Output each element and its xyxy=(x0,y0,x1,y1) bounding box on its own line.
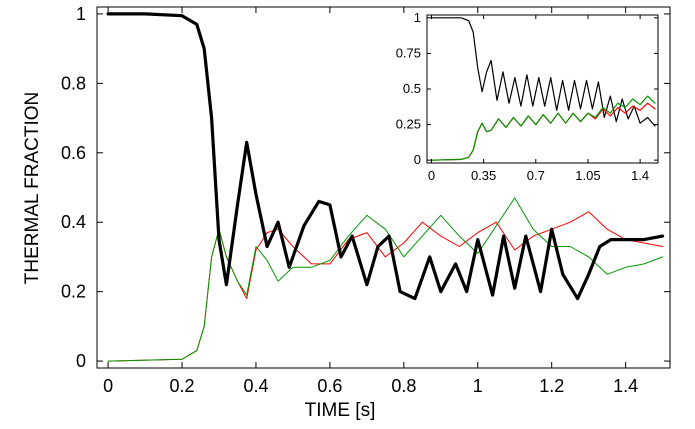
main-y-tick-label: 0 xyxy=(76,351,86,371)
inset-x-ticks: 0 0.35 0.7 1.05 1.4 xyxy=(428,15,649,183)
inset-y-ticks: 0 0.25 0.5 0.75 1 xyxy=(396,10,658,167)
inset-series-line-0 xyxy=(430,17,656,127)
main-x-tick-label: 1 xyxy=(473,376,483,396)
inset-background xyxy=(427,15,658,163)
main-series-group xyxy=(106,12,665,362)
main-plot-frame xyxy=(96,6,671,369)
inset-y-tick-label: 0.25 xyxy=(396,117,421,132)
inset-x-tick-label: 0 xyxy=(428,168,435,183)
inset-y-tick-label: 0 xyxy=(414,152,421,167)
main-x-tick-label: 0.4 xyxy=(243,376,268,396)
inset-y-tick-label: 1 xyxy=(414,10,421,25)
main-y-tick-label: 0.4 xyxy=(61,212,86,232)
inset-y-tick-label: 0.75 xyxy=(396,45,421,60)
inset-x-tick-label: 1.4 xyxy=(631,168,649,183)
main-x-tick-label: 1.4 xyxy=(613,376,638,396)
main-y-tick-label: 0.8 xyxy=(61,73,86,93)
inset-x-tick-label: 1.05 xyxy=(575,168,600,183)
main-x-ticks: 0 0.2 0.4 0.6 0.8 1 1.2 1.4 xyxy=(103,7,638,396)
inset-x-tick-label: 0.7 xyxy=(527,168,545,183)
inset-series-group xyxy=(430,17,656,161)
main-y-tick-label: 0.2 xyxy=(61,282,86,302)
main-y-tick-label: 0.6 xyxy=(61,143,86,163)
inset-x-tick-label: 0.35 xyxy=(471,168,496,183)
main-x-tick-label: 0.2 xyxy=(170,376,195,396)
inset-y-tick-label: 0.5 xyxy=(403,81,421,96)
main-series-line-2 xyxy=(107,197,664,362)
main-x-tick-label: 0.6 xyxy=(317,376,342,396)
inset-series-line-2 xyxy=(430,95,656,161)
x-axis-label: TIME [s] xyxy=(305,400,376,421)
main-series-line-0 xyxy=(106,12,665,301)
main-x-tick-label: 1.2 xyxy=(539,376,564,396)
y-axis-label: THERMAL FRACTION xyxy=(22,92,43,284)
main-y-ticks: 0 0.2 0.4 0.6 0.8 1 xyxy=(61,4,670,371)
main-x-tick-label: 0.8 xyxy=(391,376,416,396)
main-y-tick-label: 1 xyxy=(76,4,86,24)
main-x-tick-label: 0 xyxy=(103,376,113,396)
